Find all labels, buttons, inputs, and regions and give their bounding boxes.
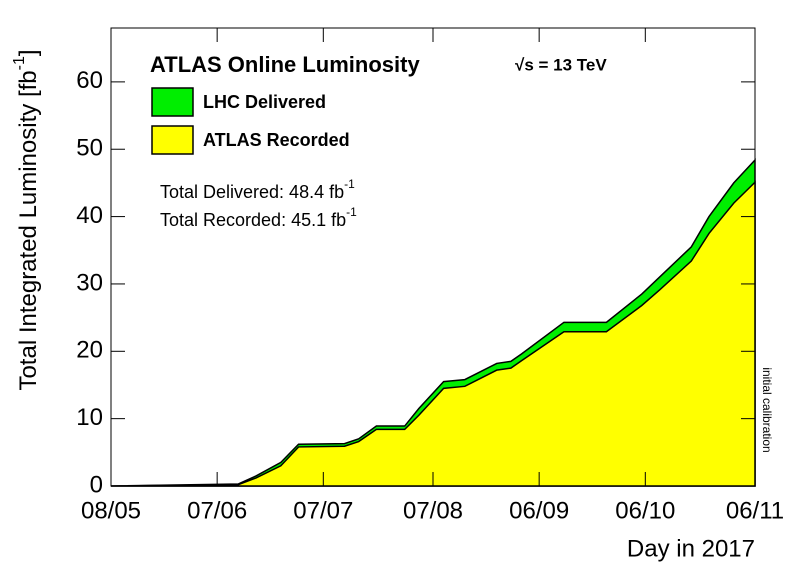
x-tick-label: 08/05 (81, 497, 141, 524)
annotation: initial calibration (760, 367, 774, 452)
plot-area (110, 158, 756, 487)
annotation-sup: -1 (346, 205, 357, 219)
x-tick-label: 06/11 (726, 497, 784, 524)
legend-label: LHC Delivered (203, 92, 326, 112)
y-tick-label: 0 (90, 471, 103, 498)
chart-title: ATLAS Online Luminosity (150, 52, 420, 77)
x-axis-label: Day in 2017 (627, 535, 755, 562)
annotation-text: Total Recorded: 45.1 fb (160, 210, 346, 230)
x-tick-label: 07/07 (293, 497, 353, 524)
y-axis-label-text: Total Integrated Luminosity [fb (15, 70, 42, 390)
y-tick-label: 10 (76, 404, 103, 431)
annotation: Total Delivered: 48.4 fb-1 (160, 177, 355, 202)
x-tick-label: 06/10 (615, 497, 675, 524)
x-tick-label: 06/09 (509, 497, 569, 524)
x-tick-label: 07/06 (187, 497, 247, 524)
legend-swatch (151, 125, 194, 155)
annotation-sup: -1 (344, 177, 355, 191)
y-axis-label-sup: -1 (11, 56, 28, 70)
legend-swatch (151, 87, 194, 117)
y-tick-label: 60 (76, 67, 103, 94)
area (110, 180, 756, 487)
y-axis-label: Total Integrated Luminosity [fb-1] (11, 49, 42, 390)
subtitle: √s = 13 TeV (515, 55, 607, 74)
legend-label: ATLAS Recorded (203, 130, 350, 150)
y-tick-label: 50 (76, 135, 103, 162)
y-tick-label: 20 (76, 337, 103, 364)
y-tick-label: 40 (76, 202, 103, 229)
y-axis-label-end: ] (15, 49, 42, 56)
annotation: Total Recorded: 45.1 fb-1 (160, 205, 357, 230)
y-tick-label: 30 (76, 269, 103, 296)
annotation-text: Total Delivered: 48.4 fb (160, 182, 344, 202)
x-tick-label: 07/08 (403, 497, 463, 524)
